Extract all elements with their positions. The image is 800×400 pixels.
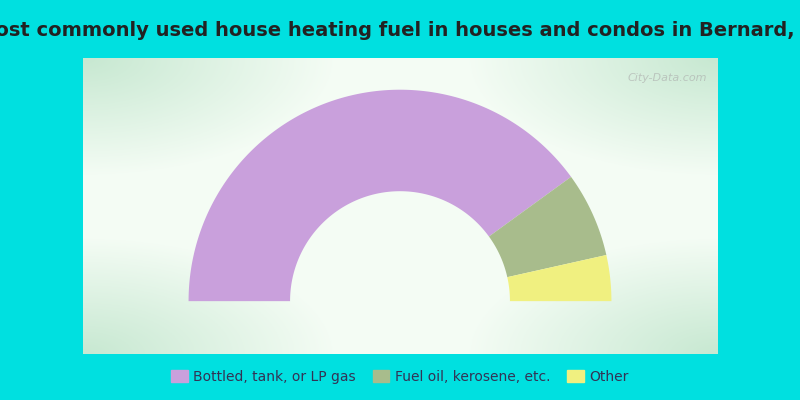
Legend: Bottled, tank, or LP gas, Fuel oil, kerosene, etc., Other: Bottled, tank, or LP gas, Fuel oil, kero…	[166, 364, 634, 390]
Polygon shape	[189, 90, 571, 301]
Polygon shape	[489, 177, 606, 277]
Text: City-Data.com: City-Data.com	[627, 73, 706, 83]
Polygon shape	[507, 255, 611, 301]
Text: Most commonly used house heating fuel in houses and condos in Bernard, IA: Most commonly used house heating fuel in…	[0, 21, 800, 40]
